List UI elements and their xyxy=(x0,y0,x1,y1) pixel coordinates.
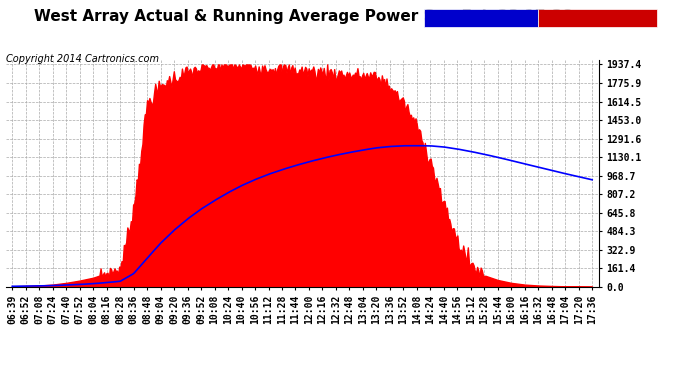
Text: Average  (DC Watts): Average (DC Watts) xyxy=(430,14,533,23)
Text: Copyright 2014 Cartronics.com: Copyright 2014 Cartronics.com xyxy=(6,54,159,64)
Text: West Array Actual & Running Average Power Sun Feb 23 17:38: West Array Actual & Running Average Powe… xyxy=(34,9,573,24)
Text: West Array  (DC Watts): West Array (DC Watts) xyxy=(538,14,657,23)
